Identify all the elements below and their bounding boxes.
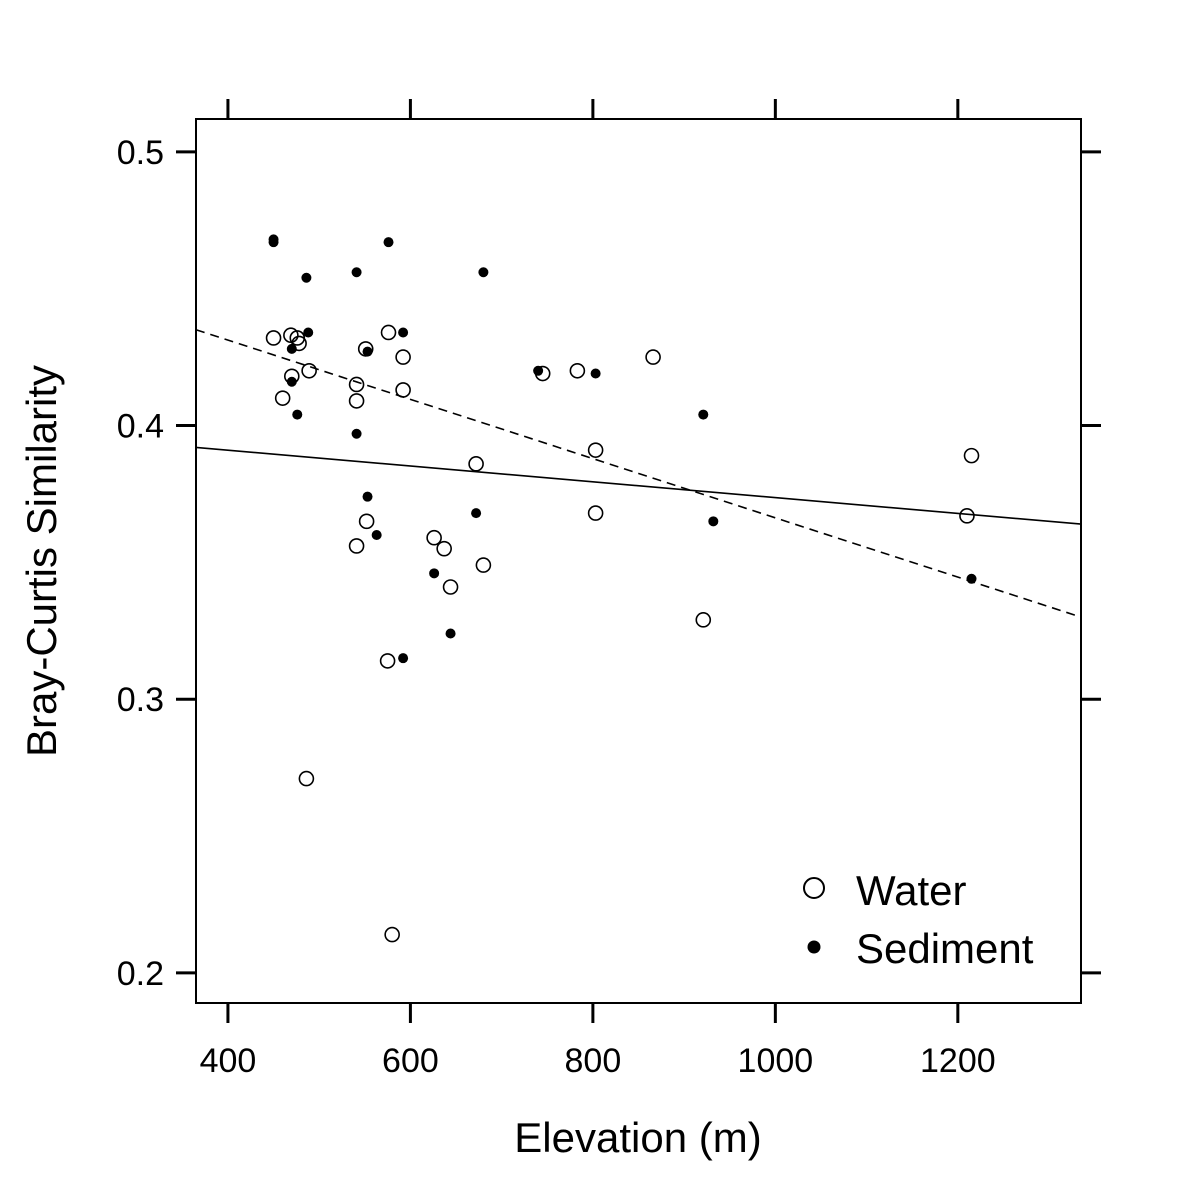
sediment-point (708, 516, 719, 527)
water-point (384, 926, 400, 943)
water-point (468, 456, 484, 472)
sediment-point (398, 327, 409, 338)
sediment-point (471, 508, 482, 519)
water-point (442, 579, 459, 595)
water-point (959, 508, 975, 524)
sediment-point (303, 327, 314, 338)
plot-frame (195, 118, 1082, 1004)
sediment-point (445, 628, 456, 639)
water-fit-line (195, 446, 1082, 525)
x-tick-label: 400 (200, 1042, 257, 1080)
legend: Water Sediment (803, 867, 1034, 972)
water-point (587, 505, 604, 521)
water-point (380, 324, 397, 341)
fit-lines (195, 328, 1082, 618)
water-point (436, 540, 452, 557)
x-tick-label: 1200 (920, 1042, 996, 1080)
sediment-point (698, 409, 709, 420)
data-points (265, 234, 980, 943)
water-point (475, 557, 492, 573)
sediment-point (590, 368, 601, 379)
y-tick-label: 0.2 (117, 955, 164, 993)
sediment-point (351, 428, 362, 439)
y-tick-label: 0.3 (117, 681, 164, 719)
water-point (274, 390, 291, 406)
sediment-point (286, 343, 297, 354)
legend-marker-sediment (807, 940, 821, 954)
x-tick-label: 600 (382, 1042, 439, 1080)
water-point (348, 538, 365, 554)
water-point (587, 442, 604, 458)
water-point (695, 612, 712, 628)
sediment-point (351, 267, 362, 278)
sediment-point (533, 365, 544, 376)
sediment-point (383, 237, 394, 248)
water-point (265, 330, 282, 346)
y-tick-label: 0.5 (117, 134, 164, 172)
water-point (291, 335, 307, 352)
y-axis-title: Bray-Curtis Similarity (18, 365, 65, 757)
water-point (348, 376, 365, 393)
sediment-point (966, 573, 977, 584)
sediment-fit-line (195, 328, 1082, 618)
x-tick-label: 1000 (738, 1042, 814, 1080)
water-point (379, 653, 396, 669)
water-point (426, 529, 442, 546)
sediment-point (268, 237, 279, 248)
sediment-point (362, 346, 373, 357)
water-point (569, 362, 586, 379)
sediment-point (362, 491, 373, 502)
legend-label-sediment: Sediment (856, 925, 1034, 972)
sediment-point (301, 272, 312, 283)
sediment-point (429, 568, 440, 579)
x-tick-label: 800 (565, 1042, 622, 1080)
water-point (348, 393, 365, 409)
water-point (963, 447, 980, 464)
water-point (395, 349, 411, 365)
sediment-point (478, 267, 489, 278)
sediment-point (286, 376, 297, 387)
y-tick-label: 0.4 (117, 408, 164, 446)
water-point (645, 349, 661, 365)
sediment-point (292, 409, 303, 420)
legend-label-water: Water (856, 867, 966, 914)
x-axis-title: Elevation (m) (514, 1114, 761, 1161)
axis-ticks: 400 600 800 1000 1200 0.2 0.3 0.4 0.5 (117, 99, 1101, 1080)
water-point (298, 770, 315, 787)
sediment-point (398, 653, 409, 664)
water-point (358, 513, 375, 530)
water-point (395, 382, 411, 398)
sediment-point (371, 530, 382, 540)
water-point (301, 362, 317, 379)
legend-marker-water (803, 877, 825, 899)
